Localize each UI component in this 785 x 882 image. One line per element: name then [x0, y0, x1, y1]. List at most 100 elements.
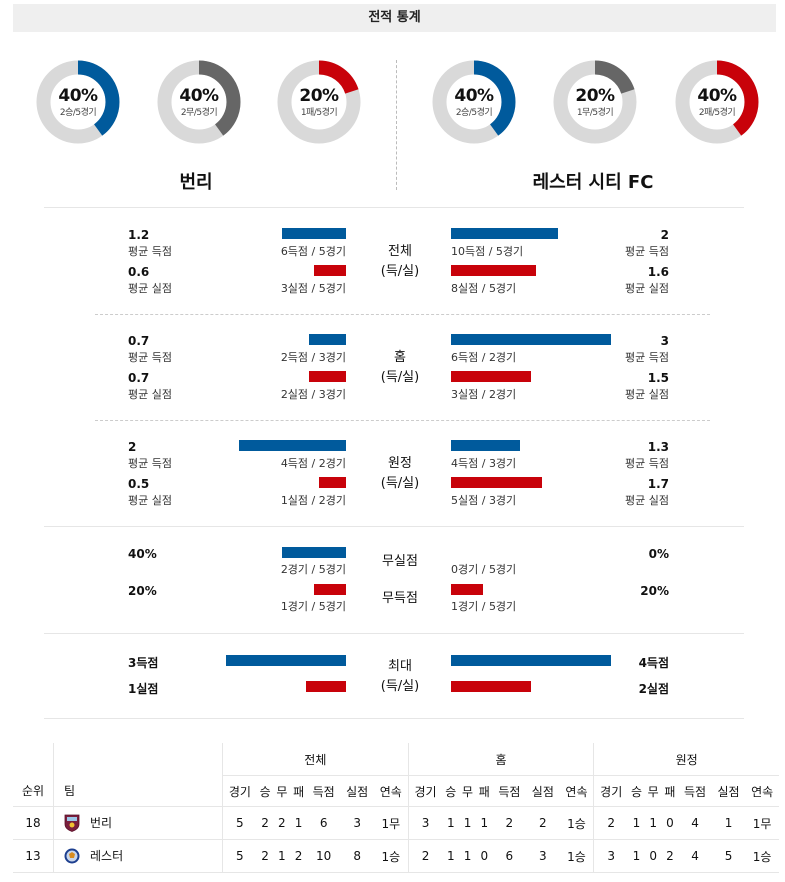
column-header-cell: 패 [290, 775, 307, 807]
stat-label-line1: 전체 [388, 244, 412, 259]
total-draws-cell: 1 [273, 839, 291, 873]
away-form-donut-2 [675, 60, 759, 144]
away-conceded-bar [451, 477, 542, 488]
home-games-cell: 3 [407, 806, 443, 840]
away-avg-conceded: 1.5 [647, 371, 669, 385]
home-scored-bar [239, 440, 346, 451]
donut-arc [675, 60, 759, 144]
home-draws-cell: 1 [459, 806, 476, 840]
home-avg-conceded: 0.5 [128, 477, 150, 491]
away-losses-cell: 2 [661, 839, 679, 873]
home-scored-bar [309, 334, 346, 345]
total-goals-for-cell: 6 [306, 806, 341, 840]
away-scored-bar [451, 334, 611, 345]
rank-cell: 18 [13, 806, 54, 840]
home-max-conceded-bar [306, 681, 346, 692]
home-losses-cell: 0 [475, 839, 493, 873]
away-streak-cell: 1승 [745, 839, 779, 873]
total-goals-against-cell: 8 [340, 839, 374, 873]
col-team: 팀 [53, 775, 223, 807]
home-scored-sub: 4득점 / 2경기 [280, 457, 346, 470]
away-conceded-sub: 8실점 / 5경기 [451, 282, 517, 295]
table-row[interactable]: 13 레스터 5 2 1 2 10 8 1승 2 1 1 0 6 3 1승 3 1 0 2 4 5 1승 [13, 839, 779, 873]
stat-label-line1: 홈 [394, 350, 406, 365]
home-streak-cell: 1승 [559, 839, 594, 873]
team-name: 번리 [90, 815, 113, 830]
away-avg-scored-label: 평균 득점 [625, 351, 669, 364]
donut-arc [36, 60, 120, 144]
donut-caption: 2패/5경기 [698, 108, 736, 118]
donut-caption: 1무/5경기 [576, 108, 614, 118]
home-scored-bar [282, 228, 346, 239]
donut-percent: 40% [179, 86, 219, 106]
away-conceded-sub: 3실점 / 2경기 [451, 388, 517, 401]
home-avg-conceded: 0.6 [128, 265, 150, 279]
away-avg-scored-label: 평균 득점 [625, 245, 669, 258]
column-header-cell: 무 [644, 775, 662, 807]
home-games-cell: 2 [407, 839, 443, 873]
away-games-cell: 2 [593, 806, 629, 840]
home-failed-to-score-sub: 1경기 / 5경기 [280, 600, 346, 613]
total-losses-cell: 2 [290, 839, 307, 873]
home-avg-conceded: 0.7 [128, 371, 150, 385]
donut-caption: 1패/5경기 [300, 108, 338, 118]
away-failed-to-score-sub: 1경기 / 5경기 [451, 600, 517, 613]
home-conceded-bar [314, 265, 346, 276]
total-streak-cell: 1승 [373, 839, 409, 873]
away-form-donut-1 [553, 60, 637, 144]
team-cell[interactable]: 번리 [53, 806, 223, 840]
burnley-crest-icon [64, 814, 80, 833]
away-conceded-bar [451, 265, 536, 276]
home-avg-scored-label: 평균 득점 [128, 457, 172, 470]
donut-caption: 2무/5경기 [180, 108, 218, 118]
away-avg-scored: 1.3 [647, 440, 669, 454]
home-scored-sub: 2득점 / 3경기 [280, 351, 346, 364]
column-header-cell: 실점 [711, 775, 746, 807]
away-goals-against-cell: 5 [711, 839, 746, 873]
divider [95, 420, 710, 421]
column-header-cell: 득점 [306, 775, 341, 807]
home-avg-scored: 2 [128, 440, 137, 454]
total-wins-cell: 2 [256, 839, 274, 873]
away-avg-scored-label: 평균 득점 [625, 457, 669, 470]
home-clean-sheet-pct: 40% [128, 547, 157, 561]
divider [396, 60, 397, 190]
away-failed-to-score-pct: 20% [640, 584, 669, 598]
column-header-cell: 실점 [340, 775, 374, 807]
home-streak-cell: 1승 [559, 806, 594, 840]
divider [44, 207, 744, 208]
stat-label-line2: (득/실) [380, 264, 420, 279]
donut-percent: 40% [58, 86, 98, 106]
home-avg-scored-label: 평균 득점 [128, 245, 172, 258]
donut-percent: 20% [299, 86, 339, 106]
home-conceded-sub: 1실점 / 2경기 [280, 494, 346, 507]
home-draws-cell: 1 [459, 839, 476, 873]
divider [44, 526, 744, 527]
home-clean-sheet-bar [282, 547, 346, 558]
group-header-home: 홈 [407, 743, 594, 776]
away-team-name: 레스터 시티 FC [532, 172, 654, 193]
home-goals-for-cell: 2 [492, 806, 527, 840]
stat-label: 전체 (득/실) [360, 242, 440, 282]
home-max-scored: 3득점 [128, 656, 159, 670]
away-avg-conceded-label: 평균 실점 [625, 388, 669, 401]
team-cell[interactable]: 레스터 [53, 839, 223, 873]
donut-arc [277, 60, 361, 144]
away-draws-cell: 1 [644, 806, 662, 840]
away-max-conceded-bar [451, 681, 531, 692]
stat-label-line2: (득/실) [380, 476, 420, 491]
home-goals-against-cell: 2 [526, 806, 560, 840]
away-losses-cell: 0 [661, 806, 679, 840]
rank-cell: 13 [13, 839, 54, 873]
stat-label-line1: 최대 [388, 659, 412, 674]
donut-percent: 40% [454, 86, 494, 106]
column-header-cell: 경기 [593, 775, 629, 807]
donut-percent: 40% [697, 86, 737, 106]
table-row[interactable]: 18 번리 5 2 2 1 6 3 1무 3 1 1 1 2 2 1승 2 1 1 0 4 1 1무 [13, 806, 779, 840]
home-wins-cell: 1 [442, 806, 460, 840]
away-goals-for-cell: 4 [678, 806, 712, 840]
column-header-cell: 무 [459, 775, 476, 807]
home-conceded-sub: 2실점 / 3경기 [280, 388, 346, 401]
column-header-cell: 연속 [373, 775, 409, 807]
donut-arc [157, 60, 241, 144]
